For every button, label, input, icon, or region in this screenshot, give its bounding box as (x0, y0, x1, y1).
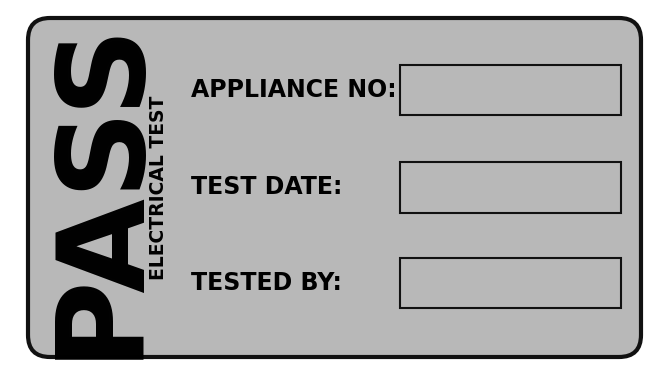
Bar (400, 258, 621, 308)
Bar (400, 64, 621, 116)
FancyBboxPatch shape (28, 18, 641, 357)
Text: PASS: PASS (41, 16, 159, 359)
Text: TESTED BY:: TESTED BY: (191, 271, 342, 295)
Text: TEST DATE:: TEST DATE: (191, 176, 342, 200)
Bar (400, 162, 621, 213)
Text: ELECTRICAL TEST: ELECTRICAL TEST (149, 95, 167, 280)
Text: APPLIANCE NO:: APPLIANCE NO: (191, 78, 396, 102)
